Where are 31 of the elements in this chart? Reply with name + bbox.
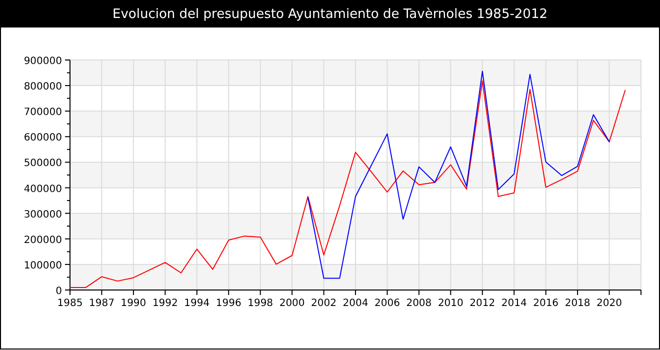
x-tick-label: 1994: [184, 298, 210, 309]
y-tick-label: 700000: [24, 107, 62, 118]
x-tick-label: 1990: [120, 298, 146, 309]
y-tick-label: 600000: [24, 132, 62, 144]
x-tick-label: 1987: [88, 298, 114, 309]
y-tick-label: 500000: [24, 158, 62, 170]
x-tick-label: 2004: [342, 298, 368, 309]
chart-title: Evolucion del presupuesto Ayuntamiento de Tavèrnoles 1985-2012: [112, 7, 548, 22]
y-tick-label: 800000: [24, 82, 62, 93]
y-tick-label: 0: [56, 286, 62, 297]
y-tick-label: 300000: [24, 209, 62, 220]
x-tick-label: 1985: [57, 298, 83, 309]
x-tick-label: 2000: [279, 298, 305, 309]
y-tick-label: 100000: [24, 260, 62, 272]
x-tick-label: 2014: [501, 298, 527, 309]
x-tick-label: 2018: [564, 298, 590, 309]
x-tick-label: 1996: [216, 298, 242, 309]
y-tick-label: 900000: [24, 56, 62, 67]
x-tick-label: 2002: [311, 298, 337, 309]
x-tick-label: 2006: [374, 298, 400, 309]
x-tick-label: 2016: [533, 298, 559, 309]
x-tick-label: 1992: [152, 298, 178, 309]
x-tick-label: 2020: [596, 298, 622, 309]
x-tick-label: 2010: [438, 298, 464, 309]
x-tick-label: 2008: [406, 298, 432, 309]
line-series: [307, 70, 610, 279]
line-series: [70, 80, 626, 288]
y-tick-label: 200000: [24, 234, 62, 246]
y-tick-label: 400000: [24, 184, 62, 195]
x-tick-label: 1998: [248, 298, 274, 309]
x-tick-label: 2012: [470, 298, 496, 309]
